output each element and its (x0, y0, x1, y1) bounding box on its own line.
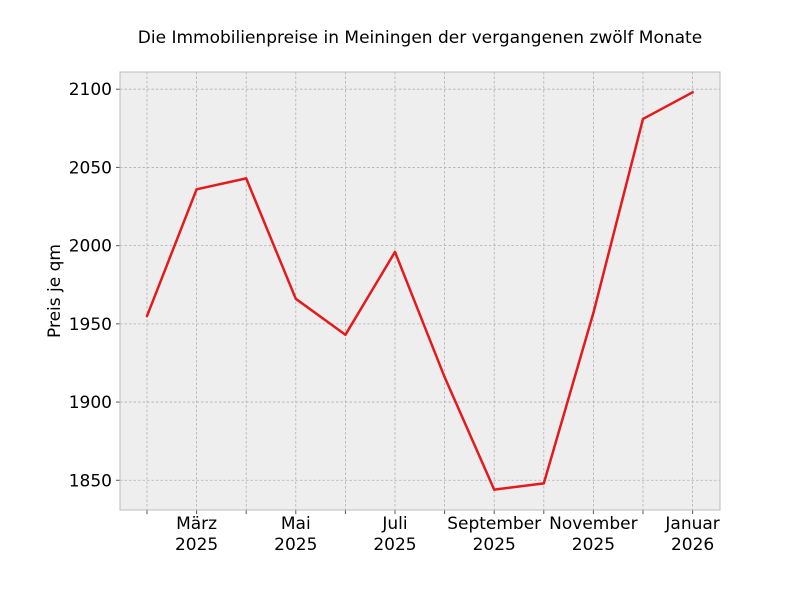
x-tick-label: Juli 2025 (373, 514, 416, 555)
data-point (641, 117, 645, 121)
data-point (344, 333, 347, 336)
x-tick-label: Mai 2025 (274, 514, 317, 555)
series-layer (145, 91, 694, 491)
y-tick-label: 1950 (69, 315, 112, 335)
x-tick-label: September 2025 (447, 514, 541, 555)
x-tick-label: Januar 2026 (664, 514, 719, 555)
grid (120, 72, 720, 510)
y-axis-label: Preis je qm (45, 244, 65, 338)
x-axis: März 2025 Mai 2025 Juli 2025 September 2025Nove… (146, 510, 720, 555)
y-tick-label: 1900 (69, 393, 112, 413)
x-tick-label: März 2025 (175, 514, 218, 555)
y-tick-label: 1850 (69, 471, 112, 491)
data-point (592, 311, 595, 315)
y-tick-label: 2100 (69, 80, 112, 100)
data-point (195, 188, 198, 191)
data-point (245, 177, 248, 180)
data-point (542, 482, 545, 485)
y-tick-label: 2000 (69, 237, 112, 257)
plot-area (120, 72, 720, 510)
x-tick-label: November 2025 (549, 514, 637, 555)
y-tick-label: 2050 (69, 158, 112, 178)
data-point (294, 297, 297, 301)
chart-title: Die Immobilienpreise in Meiningen der ve… (138, 28, 702, 48)
data-point (145, 314, 149, 318)
data-point (493, 488, 496, 491)
data-point (393, 250, 397, 254)
series-line (145, 91, 694, 491)
data-point (691, 91, 694, 94)
data-point (443, 375, 446, 379)
plot-frame (119, 71, 721, 511)
y-axis: 1850 1900 1950 2000 2050 2100 (69, 80, 120, 491)
